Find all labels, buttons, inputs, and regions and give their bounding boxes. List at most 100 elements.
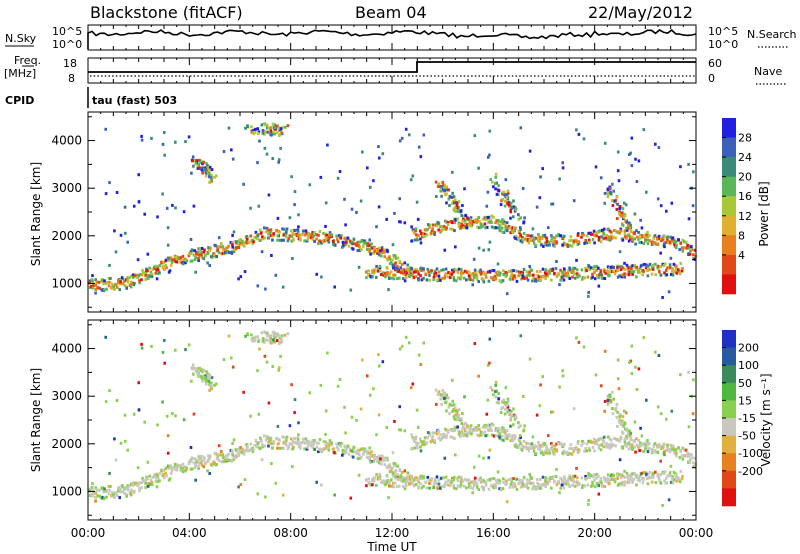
velocity-cell (236, 447, 240, 451)
power-cell (423, 228, 427, 232)
velocity-cell (616, 410, 619, 414)
velocity-cell (586, 483, 590, 487)
velocity-cell (451, 429, 454, 433)
velocity-cell (399, 474, 402, 478)
power-cell (658, 237, 661, 241)
power-cell (461, 219, 464, 223)
power-cell (673, 242, 676, 246)
power-cell (547, 269, 550, 273)
power-cell (309, 236, 313, 240)
power-cell (193, 249, 197, 253)
power-cell (509, 210, 513, 214)
velocity-cell (109, 485, 112, 488)
power-cell (558, 177, 561, 181)
power-cell (443, 274, 447, 278)
velocity-cell (498, 479, 501, 483)
power-cell (531, 238, 535, 242)
power-cell (331, 240, 335, 243)
velocity-cell (143, 420, 146, 424)
velocity-cell (264, 438, 268, 442)
power-cell (240, 243, 244, 247)
power-cell (291, 257, 294, 260)
power-cell (120, 276, 124, 280)
velocity-cell (405, 479, 409, 483)
velocity-cell (435, 403, 438, 406)
velocity-cell (670, 447, 674, 451)
power-cell (612, 199, 616, 203)
velocity-cell (275, 436, 278, 440)
velocity-cell (603, 399, 607, 403)
velocity-cell (132, 491, 136, 495)
power-cell (360, 239, 363, 243)
velocity-cell (403, 429, 407, 433)
power-cell (207, 172, 211, 175)
power-cell (375, 225, 378, 229)
velocity-cell (333, 493, 336, 497)
velocity-cell (412, 478, 416, 482)
power-cell (457, 267, 461, 271)
velocity-cell (427, 431, 430, 435)
velocity-cell (107, 484, 111, 488)
power-cell (566, 245, 570, 249)
velocity-cell (213, 383, 216, 387)
power-cell (679, 165, 682, 169)
velocity-cell (618, 415, 621, 419)
power-cell (632, 231, 636, 235)
velocity-cell (411, 481, 414, 485)
velocity-cell (663, 442, 666, 446)
power-cell (629, 265, 632, 269)
power-cell (566, 243, 569, 247)
velocity-cell (453, 437, 456, 441)
velocity-cell (375, 456, 379, 460)
velocity-cell (245, 445, 249, 449)
power-cell (259, 239, 262, 243)
velocity-cell (672, 448, 676, 452)
velocity-cell (537, 485, 540, 489)
power-cell (121, 282, 125, 286)
power-cell (107, 276, 111, 280)
power-cell (634, 157, 637, 161)
velocity-cell (307, 443, 310, 447)
velocity-cell (221, 453, 225, 457)
velocity-cell (162, 468, 165, 472)
velocity-cell (521, 482, 525, 486)
velocity-cell (646, 446, 649, 450)
velocity-cell (461, 412, 464, 415)
velocity-cell (512, 407, 515, 411)
velocity-cell (526, 442, 530, 446)
power-cell (454, 218, 458, 222)
velocity-cell (254, 438, 258, 442)
velocity-cell (587, 498, 590, 502)
velocity-cell (369, 482, 372, 486)
power-cell (428, 273, 431, 277)
power-cell (251, 242, 255, 246)
power-cell (285, 230, 288, 234)
power-cell (260, 250, 264, 254)
power-cell (547, 226, 550, 230)
power-cell (253, 236, 257, 239)
freq-trace (88, 61, 696, 73)
power-cell (666, 266, 669, 270)
power-cell (370, 242, 373, 246)
power-cell (230, 250, 234, 254)
power-cell (191, 259, 194, 263)
power-cell (484, 275, 488, 279)
power-cell (551, 235, 554, 239)
velocity-cell (623, 475, 627, 479)
power-cell (94, 283, 98, 287)
velocity-cell (568, 452, 572, 456)
velocity-cell (458, 431, 461, 435)
ytick-label: 2000 (51, 437, 82, 451)
velocity-cell (433, 477, 437, 481)
velocity-cell (217, 444, 221, 448)
power-cell (650, 241, 654, 245)
power-cell (435, 267, 439, 271)
velocity-cell (677, 478, 681, 481)
velocity-cell (415, 444, 419, 447)
power-cell (267, 126, 270, 130)
power-cell (263, 236, 267, 240)
velocity-cell (609, 400, 613, 404)
power-cell (413, 268, 417, 272)
power-cell (656, 197, 660, 201)
velocity-cell (495, 400, 499, 404)
